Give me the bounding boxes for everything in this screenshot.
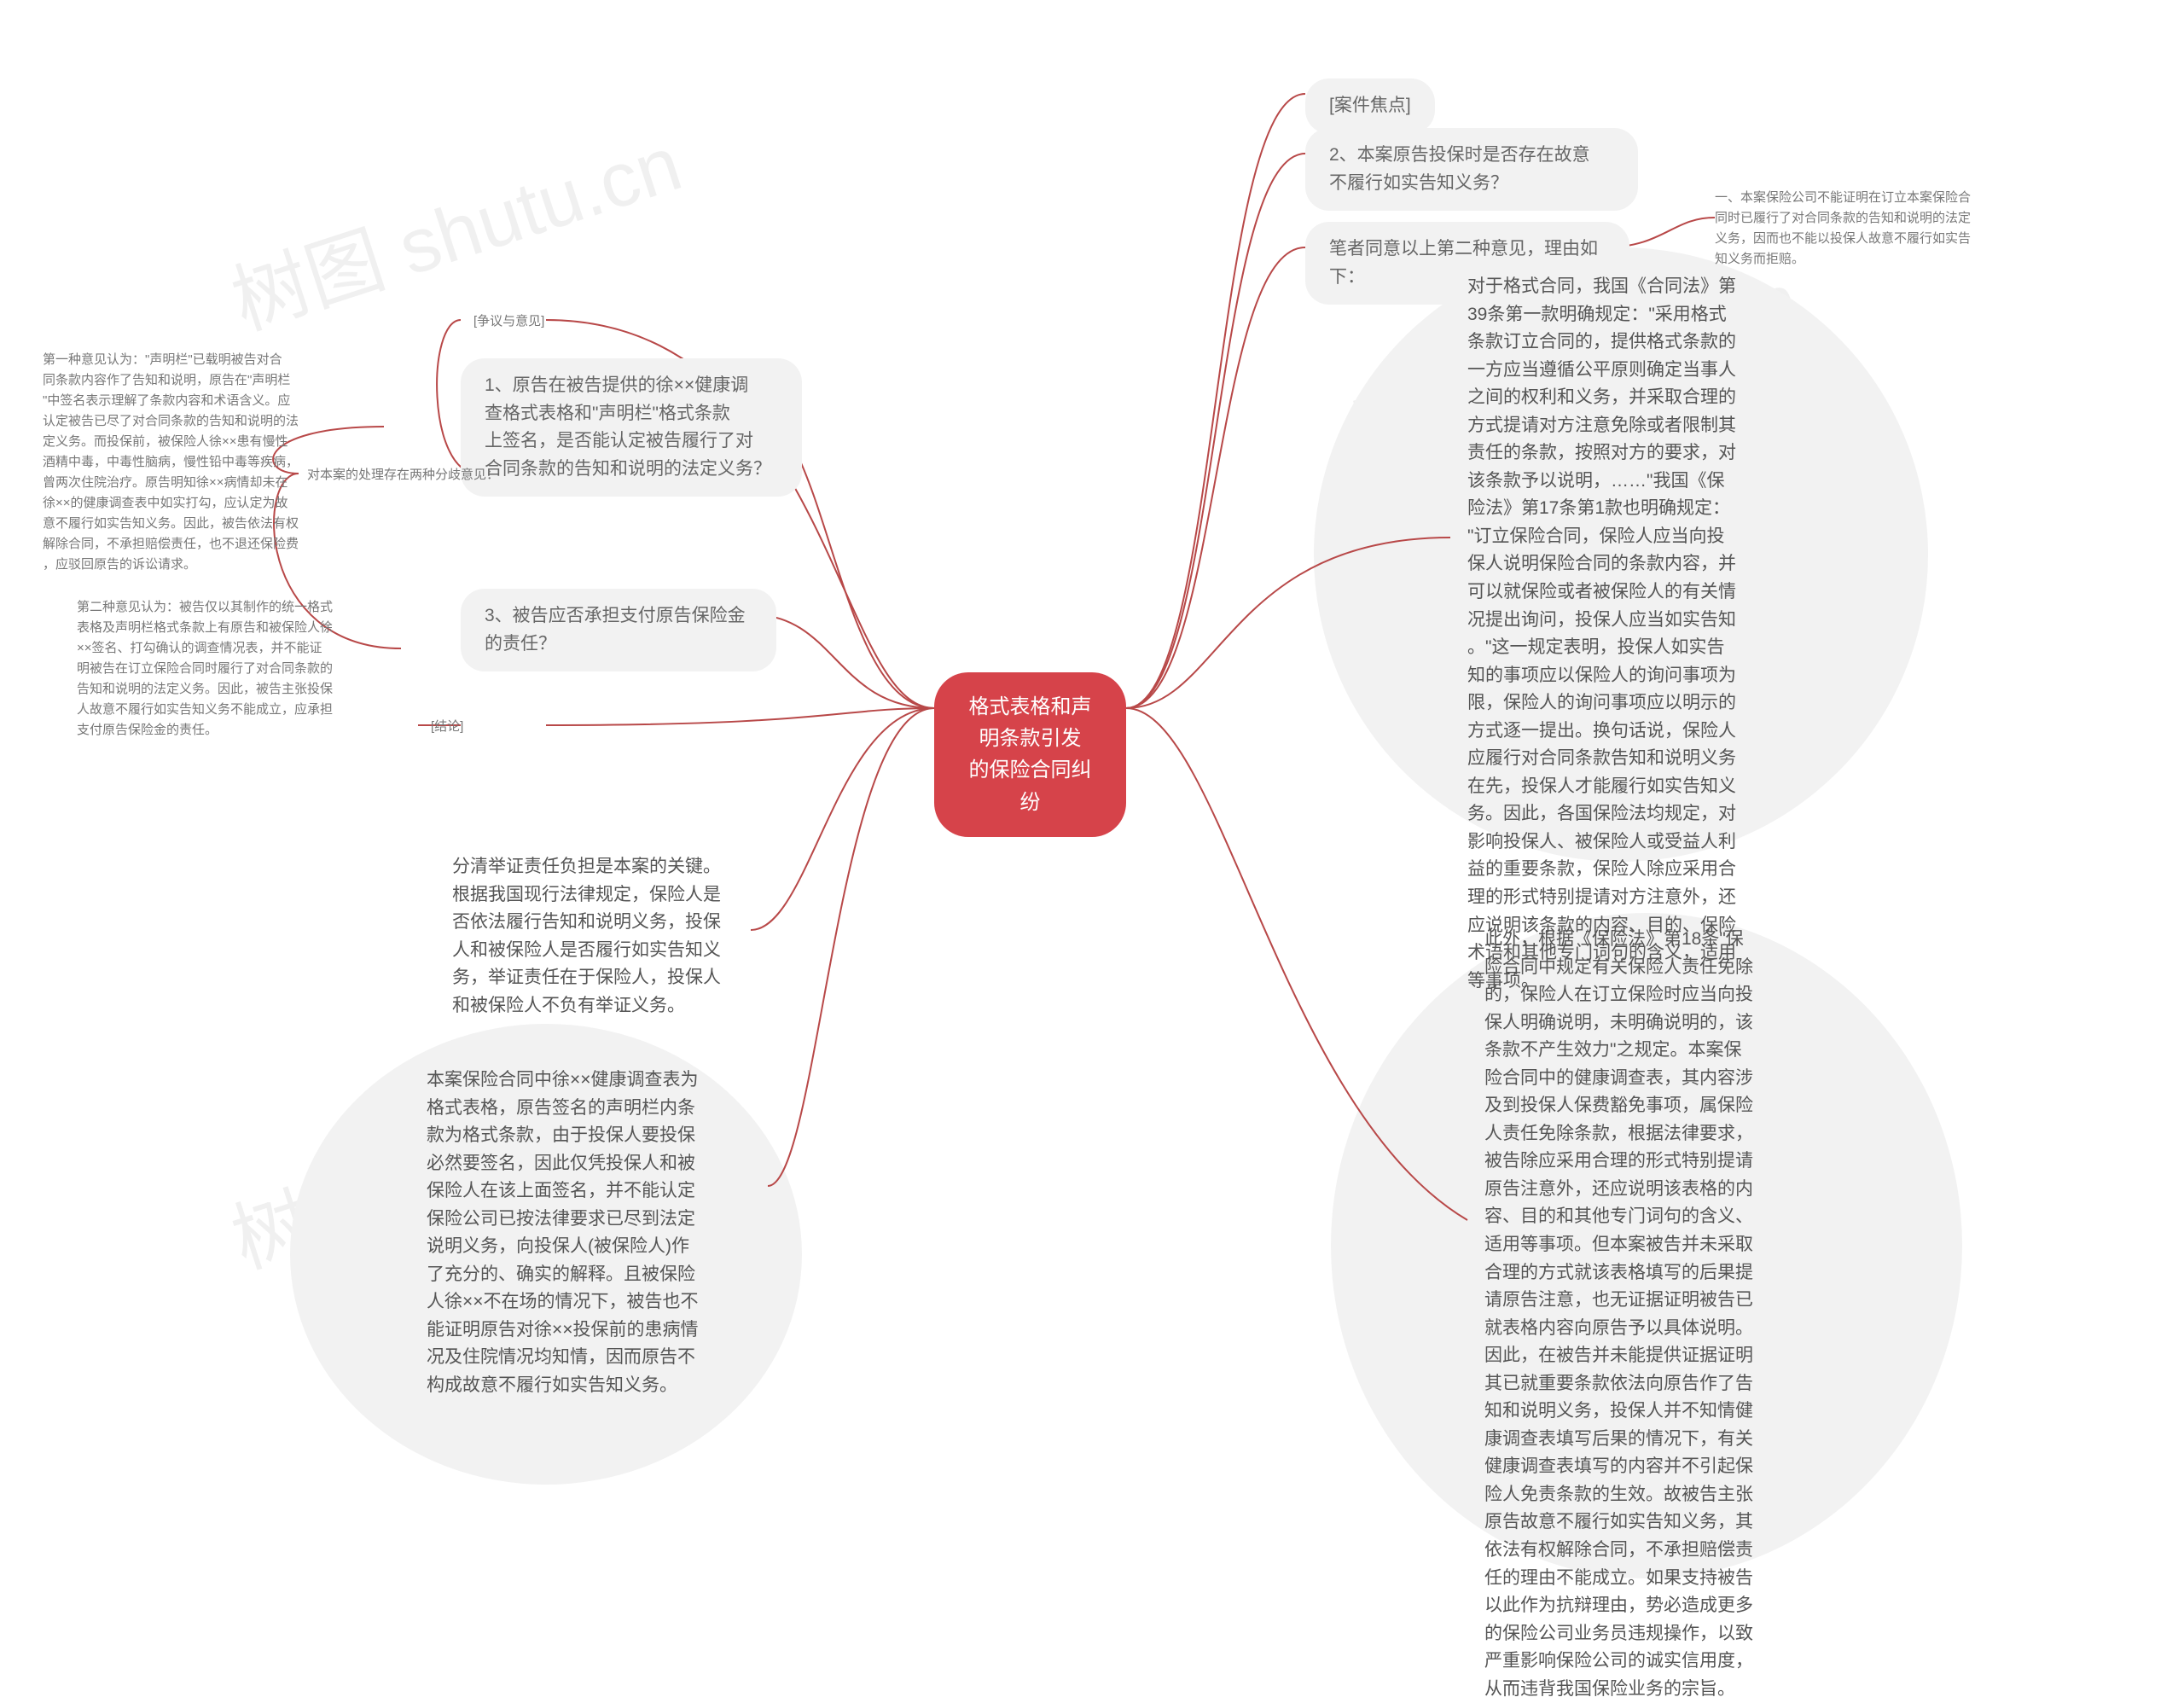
reason-1-text: 一、本案保险公司不能证明在订立本案保险合同时已履行了对合同条款的告知和说明的法定… [1715,190,1971,266]
conclusion-text: 分清举证责任负担是本案的关键。根据我国现行法律规定，保险人是否依法履行告知和说明… [452,857,721,1015]
view-2-text: 第二种意见认为：被告仅以其制作的统一格式表格及声明栏格式条款上有原告和被保险人徐… [77,600,333,737]
conclusion-block: 分清举证责任负担是本案的关键。根据我国现行法律规定，保险人是否依法履行告知和说明… [452,853,793,1020]
question-3-text: 3、被告应否承担支付原告保险金的责任？ [485,606,746,654]
center-label: 格式表格和声明条款引发的保险合同纠纷 [969,695,1092,814]
question-1: 1、原告在被告提供的徐××健康调查格式表格和"声明栏"格式条款上签名，是否能认定… [461,358,802,497]
long-text-1: 对于格式合同，我国《合同法》第39条第一款明确规定："采用格式条款订立合同的，提… [1467,273,1809,995]
detail-text: 本案保险合同中徐××健康调查表为格式表格，原告签名的声明栏内条款为格式条款，由于… [427,1070,699,1395]
question-1-text: 1、原告在被告提供的徐××健康调查格式表格和"声明栏"格式条款上签名，是否能认定… [485,375,771,479]
conclusion-label-text: [结论] [431,719,463,734]
center-node: 格式表格和声明条款引发的保险合同纠纷 [934,672,1126,837]
watermark: 树图 shutu.cn [216,102,693,351]
reason-1: 一、本案保险公司不能证明在订立本案保险合同时已履行了对合同条款的告知和说明的法定… [1715,188,2030,270]
long-text-1-content: 对于格式合同，我国《合同法》第39条第一款明确规定："采用格式条款订立合同的，提… [1467,276,1736,991]
controversy-label: [争议与意见] [473,311,544,332]
question-2-text: 2、本案原告投保时是否存在故意不履行如实告知义务？ [1329,145,1590,193]
focus-text: [案件焦点] [1329,96,1411,115]
detail-block: 本案保险合同中徐××健康调查表为格式表格，原告签名的声明栏内条款为格式条款，由于… [427,1067,768,1400]
view-1-text: 第一种意见认为："声明栏"已载明被告对合同条款内容作了告知和说明，原告在"声明栏… [43,352,299,572]
question-3: 3、被告应否承担支付原告保险金的责任？ [461,589,776,671]
long-text-2-content: 此外，根据《保险法》第18条"保险合同中规定有关保险人责任免除的，保险人在订立保… [1484,929,1753,1699]
long-text-2: 此外，根据《保险法》第18条"保险合同中规定有关保险人责任免除的，保险人在订立保… [1484,926,1826,1703]
view-2: 第二种意见认为：被告仅以其制作的统一格式表格及声明栏格式条款上有原告和被保险人徐… [77,597,401,741]
focus-label: [案件焦点] [1305,78,1435,134]
conclusion-label: [结论] [431,717,463,737]
view-1: 第一种意见认为："声明栏"已载明被告对合同条款内容作了告知和说明，原告在"声明栏… [43,350,384,575]
question-2: 2、本案原告投保时是否存在故意不履行如实告知义务？ [1305,128,1638,211]
controversy-text: [争议与意见] [473,314,544,328]
